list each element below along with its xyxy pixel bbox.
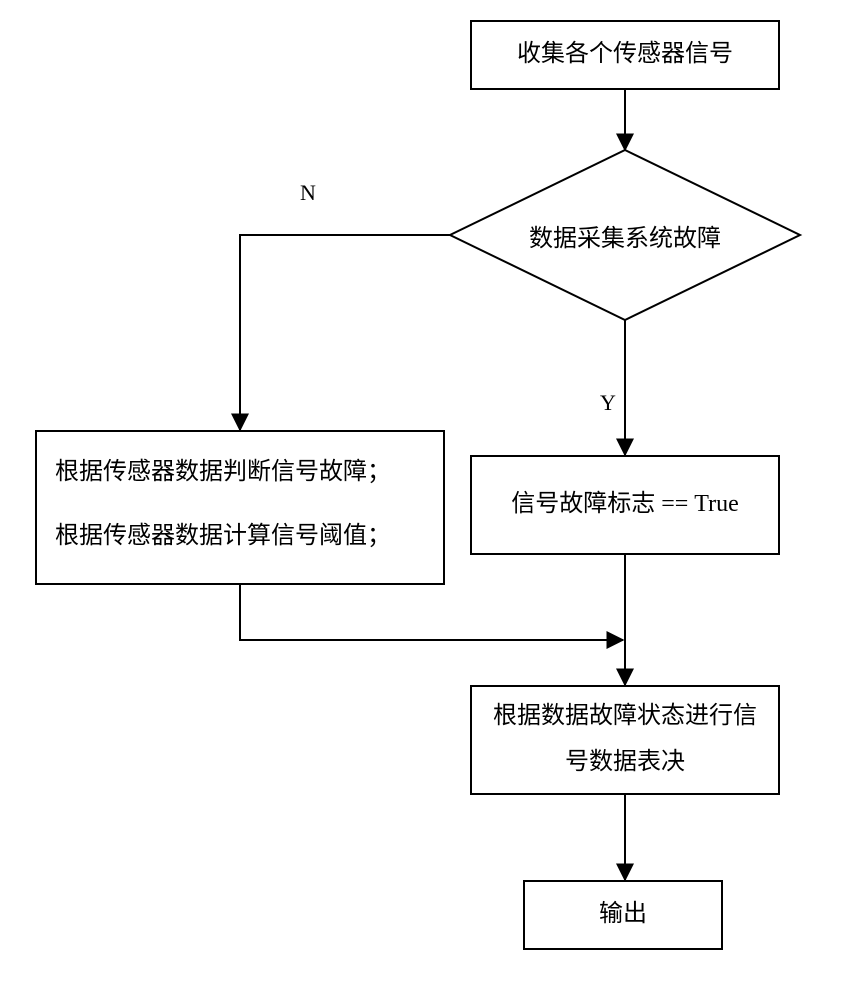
label-no: N [300, 180, 316, 206]
node-vote: 根据数据故障状态进行信号数据表决 [470, 685, 780, 795]
edge-leftbox-to-vote [240, 585, 623, 640]
node-output: 输出 [523, 880, 723, 950]
label-yes: Y [600, 390, 616, 416]
node-start: 收集各个传感器信号 [470, 20, 780, 90]
node-decision-text: 数据采集系统故障 [500, 218, 750, 253]
node-left-line1: 根据传感器数据判断信号故障； [55, 450, 391, 496]
node-left-line2: 根据传感器数据计算信号阈值； [55, 514, 391, 560]
edge-decision-no [240, 235, 450, 430]
node-right-text: 信号故障标志 == True [511, 482, 739, 528]
node-left: 根据传感器数据判断信号故障； 根据传感器数据计算信号阈值； [35, 430, 445, 585]
node-right: 信号故障标志 == True [470, 455, 780, 555]
node-start-text: 收集各个传感器信号 [517, 32, 733, 78]
node-output-text: 输出 [599, 892, 647, 938]
node-vote-text: 根据数据故障状态进行信号数据表决 [486, 694, 764, 785]
